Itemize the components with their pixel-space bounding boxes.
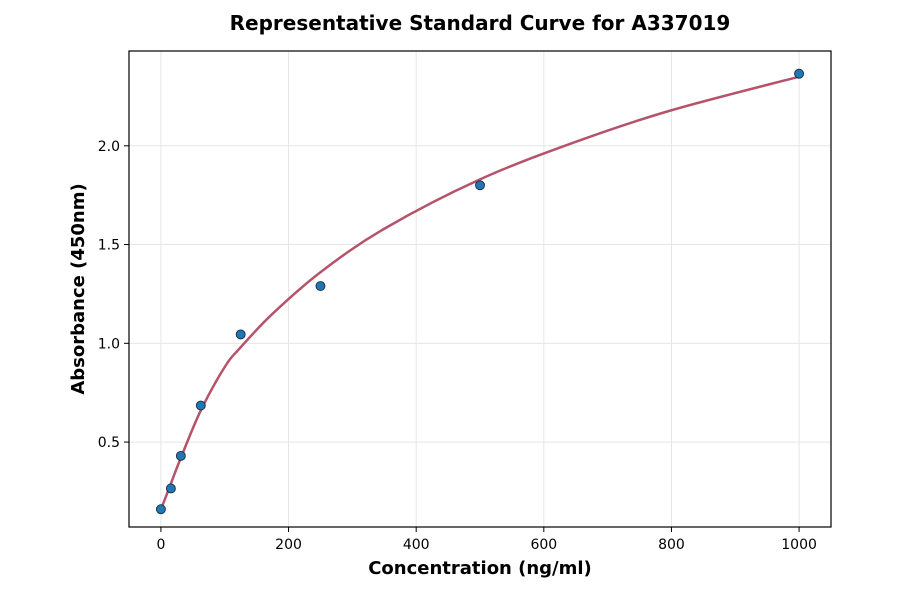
data-point	[794, 68, 805, 79]
y-tick-label: 1.0	[98, 336, 120, 352]
grid-lines	[129, 51, 831, 527]
fit-curve	[159, 75, 800, 510]
x-tick-label: 400	[403, 537, 430, 553]
x-tick-label: 800	[658, 537, 685, 553]
data-point	[195, 400, 206, 411]
y-axis-ticks: 0.5 1.0 1.5 2.0	[98, 139, 129, 451]
data-points-layer	[155, 68, 805, 515]
chart-title: Representative Standard Curve for A33701…	[230, 11, 731, 35]
y-axis-label: Absorbance (450nm)	[68, 183, 89, 394]
plot-frame	[128, 50, 832, 528]
x-axis-label: Concentration (ng/ml)	[368, 558, 592, 579]
data-point	[315, 281, 326, 291]
data-point	[165, 483, 176, 494]
x-tick-label: 0	[156, 537, 165, 553]
fit-curve-layer	[159, 75, 800, 510]
x-tick-label: 200	[275, 537, 302, 553]
data-point	[175, 450, 186, 461]
x-tick-label: 600	[530, 537, 557, 553]
y-tick-label: 1.5	[98, 238, 120, 254]
data-point	[475, 180, 485, 191]
y-tick-label: 2.0	[98, 139, 120, 155]
data-point	[235, 329, 246, 340]
x-axis-ticks: 0 200 400 600 800 1000	[156, 527, 817, 553]
y-tick-label: 0.5	[98, 435, 120, 451]
data-point	[155, 504, 166, 515]
x-tick-label: 1000	[781, 537, 817, 553]
